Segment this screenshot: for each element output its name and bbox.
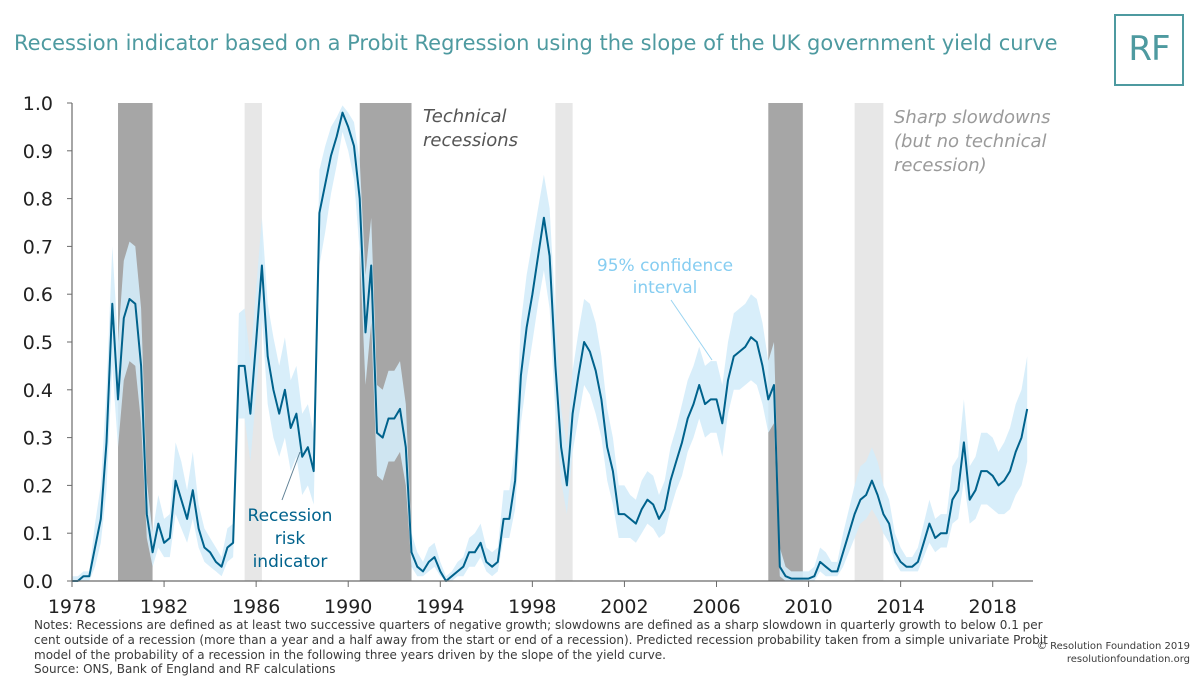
website-line: resolutionfoundation.org xyxy=(1066,653,1190,665)
recession-risk-label: Recession xyxy=(248,506,333,526)
y-tick-label: 0.2 xyxy=(23,475,53,497)
x-tick-label: 2018 xyxy=(969,596,1017,618)
sharp-slowdowns-label: (but no technical xyxy=(894,131,1047,152)
x-tick-label: 2010 xyxy=(784,596,832,618)
x-tick-label: 2002 xyxy=(600,596,648,618)
x-tick-label: 1982 xyxy=(140,596,188,618)
y-tick-label: 0.0 xyxy=(23,571,53,593)
y-tick-label: 0.1 xyxy=(23,523,53,545)
indicator-leader-line xyxy=(281,451,301,501)
confidence-interval-label: 95% confidence xyxy=(597,256,733,276)
recession-risk-label: risk xyxy=(275,529,306,549)
technical-recessions-label: Technical xyxy=(423,106,507,127)
y-tick-label: 0.9 xyxy=(23,141,53,163)
y-tick-label: 0.6 xyxy=(23,284,53,306)
x-tick-label: 2006 xyxy=(692,596,740,618)
annotations: Technical recessions Sharp slowdowns (but n… xyxy=(248,106,1051,572)
copyright-line: © Resolution Foundation 2019 xyxy=(1036,641,1190,652)
rf-logo: RF xyxy=(1114,14,1184,86)
axis-ticks: 0.0 0.1 0.2 0.3 0.4 0.5 0.6 0.7 0.8 0.9 1.0 1978 198… xyxy=(23,93,1017,618)
recession-band-2 xyxy=(768,103,803,581)
y-tick-label: 1.0 xyxy=(23,93,53,115)
y-tick-label: 0.7 xyxy=(23,236,53,258)
x-tick-label: 1978 xyxy=(48,596,96,618)
shading-bands xyxy=(118,103,884,581)
x-tick-label: 2014 xyxy=(876,596,924,618)
notes-line-2: cent outside of a recession (more than a… xyxy=(34,632,1048,647)
sharp-slowdowns-label: Sharp slowdowns xyxy=(894,107,1050,128)
recession-risk-line xyxy=(72,111,1029,582)
y-tick-label: 0.5 xyxy=(23,332,53,354)
x-tick-label: 1994 xyxy=(416,596,464,618)
x-tick-label: 1998 xyxy=(508,596,556,618)
technical-recessions-label: recessions xyxy=(423,130,518,151)
ci-leader-line xyxy=(670,299,713,361)
notes-line-1: Notes: Recessions are defined as at leas… xyxy=(34,618,1043,632)
chart-notes: Notes: Recessions are defined as at leas… xyxy=(34,618,1048,677)
confidence-interval-band xyxy=(72,105,1028,582)
slowdown-band-1 xyxy=(555,103,573,581)
y-tick-label: 0.3 xyxy=(23,428,53,450)
sharp-slowdowns-label: recession) xyxy=(894,155,987,176)
notes-line-3: model of the probability of a recession … xyxy=(34,647,666,662)
recession-risk-label: indicator xyxy=(253,552,328,572)
source-line: Source: ONS, Bank of England and RF calc… xyxy=(34,662,336,677)
chart-title: Recession indicator based on a Probit Re… xyxy=(14,31,1058,55)
x-tick-label: 1986 xyxy=(232,596,280,618)
x-tick-label: 1990 xyxy=(324,596,372,618)
copyright: © Resolution Foundation 2019 resolutionf… xyxy=(1037,641,1190,666)
y-tick-label: 0.4 xyxy=(23,380,53,402)
y-tick-label: 0.8 xyxy=(23,189,53,211)
confidence-interval-label: interval xyxy=(633,278,698,298)
